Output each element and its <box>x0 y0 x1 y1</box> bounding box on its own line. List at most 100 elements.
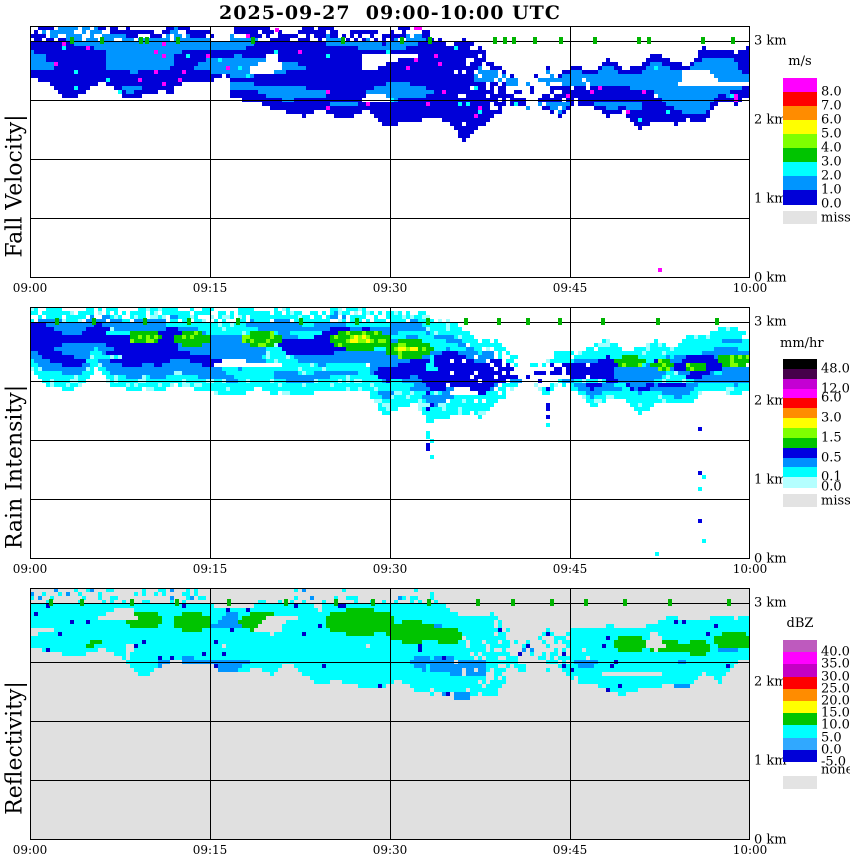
colorbar-miss-label: none <box>821 762 850 778</box>
time-tick-label: 10:00 <box>732 281 768 295</box>
colorbar-cell <box>783 378 817 390</box>
colorbar-tick-label: 2.0 <box>821 168 842 184</box>
y-axis-label-fall-velocity: Fall Velocity| <box>2 114 28 258</box>
colorbar-tick-label: 35.0 <box>821 656 850 672</box>
colorbar-tick-label: 30.0 <box>821 669 850 685</box>
y-axis-label-rain-intensity: Rain Intensity| <box>2 384 28 550</box>
colorbar-tick-label: 6.0 <box>821 112 842 128</box>
colorbar-cell <box>783 78 817 93</box>
height-tick-label: 3 km <box>754 314 787 330</box>
colorbar-tick-label: 5.0 <box>821 730 842 746</box>
colorbar-cell <box>783 713 817 726</box>
colorbar-cell <box>783 467 817 478</box>
colorbar-tick-label: 3.0 <box>821 154 842 170</box>
colorbar-cell <box>783 749 817 763</box>
colorbar-cell <box>783 688 817 702</box>
height-tick-label: 3 km <box>754 33 787 49</box>
colorbar-tick-label: 1.5 <box>821 430 842 446</box>
height-tick-label: 2 km <box>754 112 787 128</box>
time-tick-label: 09:30 <box>372 843 408 857</box>
colorbar-tick-label: 25.0 <box>821 681 850 697</box>
time-tick-label: 09:45 <box>552 562 588 576</box>
colorbar-cell <box>783 640 817 653</box>
time-tick-label: 09:45 <box>552 281 588 295</box>
colorbar-miss-cell <box>783 776 817 789</box>
fall-velocity-heatmap <box>30 26 750 278</box>
colorbar-cell <box>783 676 817 690</box>
colorbar-tick-label: 5.0 <box>821 126 842 142</box>
colorbar-miss-cell <box>783 211 817 224</box>
colorbar-cell <box>783 477 817 488</box>
height-tick-label: 1 km <box>754 472 787 488</box>
colorbar-tick-label: 15.0 <box>821 705 850 721</box>
colorbar-cell <box>783 368 817 380</box>
height-tick-label: 3 km <box>754 595 787 611</box>
colorbar-tick-label: 7.0 <box>821 98 842 114</box>
colorbar-cell <box>783 418 817 429</box>
colorbar-cell <box>783 388 817 399</box>
colorbar-cell <box>783 120 817 135</box>
colorbar-tick-label: 0.0 <box>821 196 842 212</box>
time-tick-label: 09:30 <box>372 562 408 576</box>
colorbar-cell <box>783 106 817 121</box>
page-title: 2025-09-27 09:00-10:00 UTC <box>219 2 561 24</box>
height-tick-label: 0 km <box>754 270 787 286</box>
colorbar-tick-label: 48.0 <box>821 361 850 377</box>
colorbar-cell <box>783 701 817 714</box>
colorbar-miss-cell <box>783 494 817 508</box>
colorbar-tick-label: 1.0 <box>821 182 842 198</box>
colorbar-cell <box>783 652 817 665</box>
colorbar-miss-label: miss <box>821 493 850 509</box>
colorbar-cell <box>783 148 817 163</box>
colorbar-title-rain-intensity: mm/hr <box>780 336 824 351</box>
height-tick-label: 0 km <box>754 551 787 567</box>
height-tick-label: 1 km <box>754 191 787 207</box>
time-tick-label: 09:15 <box>192 281 228 295</box>
time-tick-label: 09:30 <box>372 281 408 295</box>
colorbar-cell <box>783 190 817 205</box>
colorbar-tick-label: 12.0 <box>821 381 850 397</box>
colorbar-tick-label: 3.0 <box>821 410 842 426</box>
height-tick-label: 0 km <box>754 832 787 848</box>
colorbar-tick-label: 40.0 <box>821 644 850 660</box>
colorbar-tick-label: 6.0 <box>821 390 842 406</box>
colorbar-cell <box>783 447 817 458</box>
rain-intensity-heatmap <box>30 307 750 559</box>
colorbar-tick-label: 0.1 <box>821 469 842 485</box>
colorbar-cell <box>783 725 817 739</box>
colorbar-cell <box>783 134 817 149</box>
colorbar-cell <box>783 359 817 370</box>
colorbar-tick-label: 8.0 <box>821 84 842 100</box>
colorbar-cell <box>783 457 817 468</box>
colorbar-cell <box>783 437 817 449</box>
colorbar-miss-label: miss <box>821 210 850 226</box>
colorbar-cell <box>783 664 817 678</box>
colorbar-cell <box>783 737 817 751</box>
time-tick-label: 09:00 <box>12 562 48 576</box>
colorbar-tick-label: 4.0 <box>821 140 842 156</box>
colorbar-cell <box>783 162 817 177</box>
colorbar-tick-label: -5.0 <box>821 754 847 770</box>
reflectivity-heatmap <box>30 588 750 840</box>
time-tick-label: 09:00 <box>12 281 48 295</box>
time-tick-label: 10:00 <box>732 562 768 576</box>
colorbar-tick-label: 0.0 <box>821 742 842 758</box>
colorbar-cell <box>783 427 817 439</box>
height-tick-label: 1 km <box>754 753 787 769</box>
time-tick-label: 09:15 <box>192 562 228 576</box>
time-tick-label: 09:45 <box>552 843 588 857</box>
colorbar-tick-label: 10.0 <box>821 717 850 733</box>
time-tick-label: 10:00 <box>732 843 768 857</box>
colorbar-title-reflectivity: dBZ <box>786 616 814 631</box>
colorbar-title-fall-velocity: m/s <box>788 54 812 69</box>
time-tick-label: 09:15 <box>192 843 228 857</box>
colorbar-tick-label: 0.5 <box>821 450 842 465</box>
y-axis-label-reflectivity: Reflectivity| <box>2 681 28 815</box>
colorbar-cell <box>783 92 817 107</box>
time-tick-label: 09:00 <box>12 843 48 857</box>
height-tick-label: 2 km <box>754 393 787 409</box>
height-tick-label: 2 km <box>754 674 787 690</box>
colorbar-cell <box>783 408 817 419</box>
colorbar-tick-label: 0.0 <box>821 479 842 495</box>
